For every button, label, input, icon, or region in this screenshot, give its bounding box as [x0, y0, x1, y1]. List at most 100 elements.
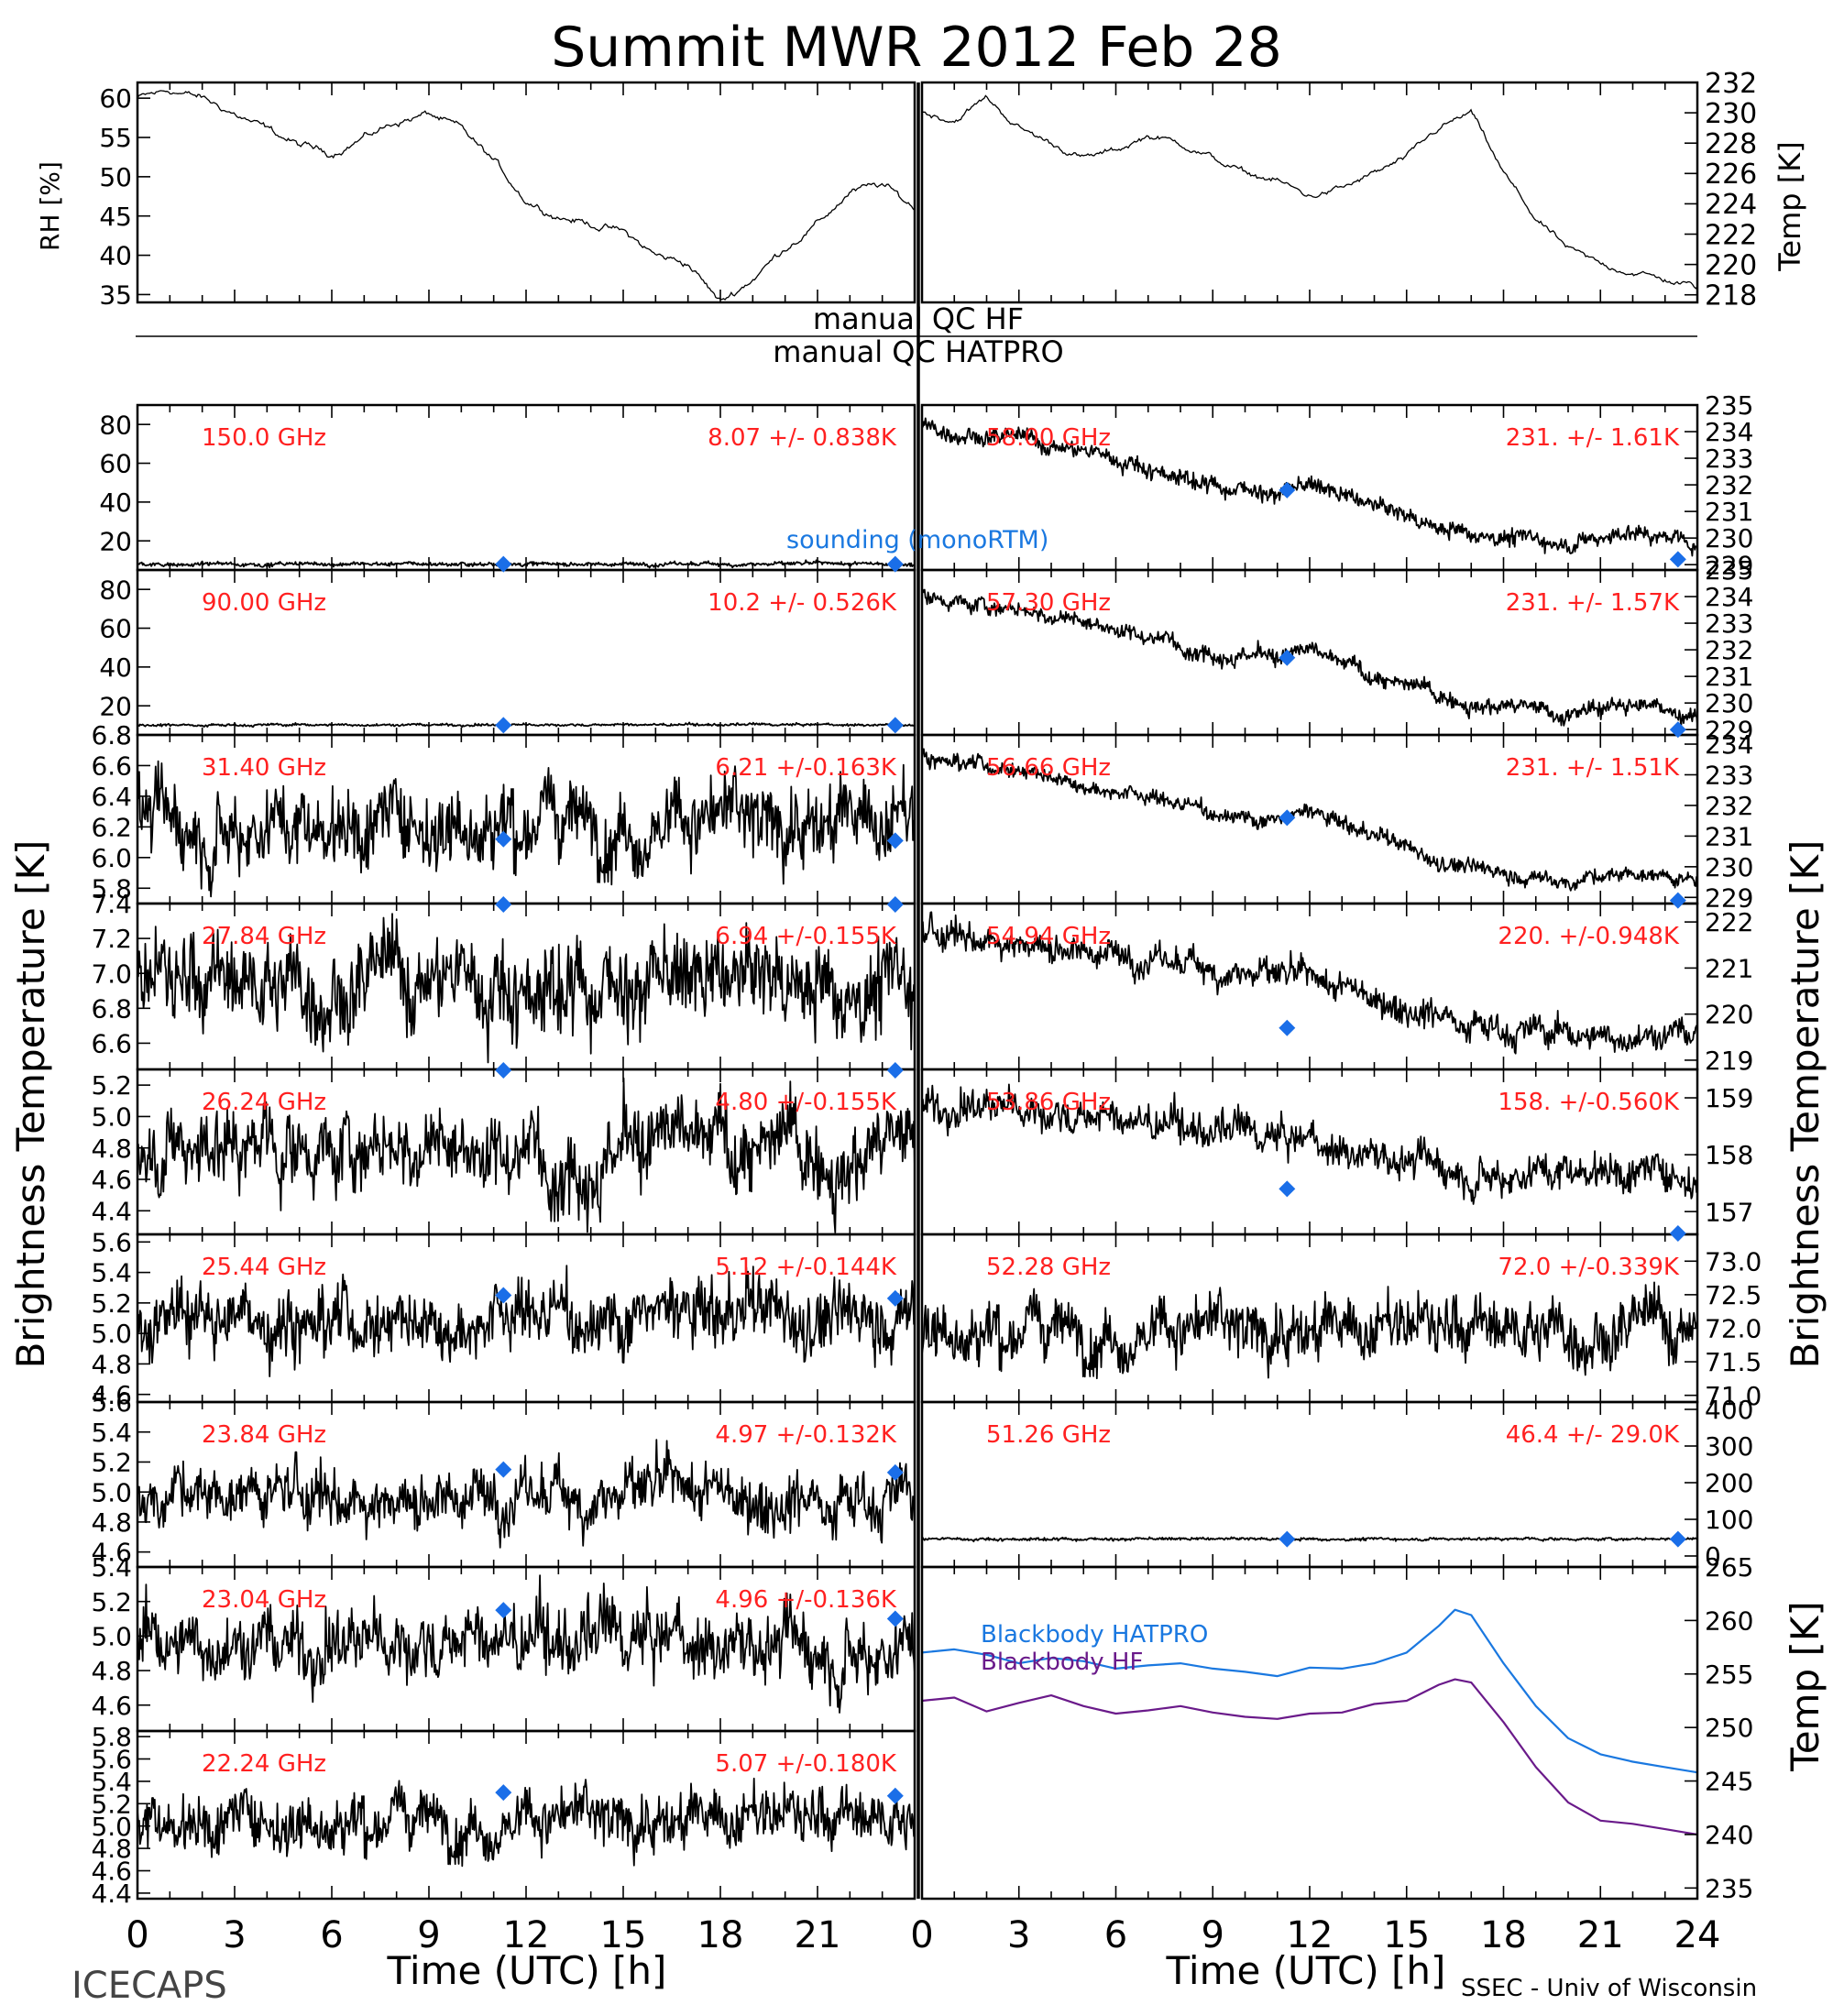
right-panel-4-ytick-label: 219 — [1705, 1046, 1753, 1076]
right-panel-7-trace — [921, 1536, 1698, 1543]
right-panel-3-sounding-marker — [1669, 892, 1686, 909]
left-panel-9-ytick-label: 4.8 — [91, 1834, 132, 1864]
sounding-markers — [495, 481, 1686, 1804]
rh-panel-ytick-label: 40 — [99, 241, 132, 271]
left-panel-6-ytick-label: 5.6 — [91, 1227, 132, 1257]
right-panel-1-ytick-label: 230 — [1705, 523, 1753, 553]
right-panel-3-ytick-label: 231 — [1705, 821, 1753, 851]
left-panel-6-ytick-label: 5.4 — [91, 1258, 132, 1288]
blackbody-panel-ytick-label: 265 — [1705, 1552, 1753, 1583]
right-panel-7-sounding-marker — [1669, 1530, 1686, 1548]
left-panel-5-stats-label: 4.80 +/-0.155K — [715, 1089, 897, 1116]
right-ylabel: Brightness Temperature [K] — [1783, 840, 1828, 1369]
temp-panel-ytick-label: 218 — [1705, 280, 1757, 312]
left-xtick-label: 21 — [795, 1914, 841, 1956]
right-panel-1-frequency-label: 58.00 GHz — [986, 424, 1111, 452]
left-panel-3-sounding-marker — [886, 832, 904, 849]
left-panel-9-ytick-label: 5.2 — [91, 1789, 132, 1819]
right-panel-4-stats-label: 220. +/-0.948K — [1498, 923, 1680, 950]
right-panel-1-sounding-marker — [1279, 481, 1296, 499]
right-panel-5-trace — [921, 1083, 1698, 1205]
right-panel-7-stats-label: 46.4 +/- 29.0K — [1506, 1421, 1680, 1449]
blackbody-panel-ytick-label: 240 — [1705, 1820, 1753, 1850]
left-panel-3-trace — [137, 760, 916, 898]
right-panel-5-ytick-label: 159 — [1705, 1083, 1753, 1113]
right-panel-2-sounding-marker — [1279, 649, 1296, 666]
right-xtick-label: 3 — [1007, 1914, 1030, 1956]
left-panel-9-sounding-marker — [495, 1784, 512, 1802]
left-panel-4-ytick-label: 7.4 — [91, 889, 132, 919]
rh-panel-ytick-label: 60 — [99, 83, 132, 114]
blackbody-panel-ytick-label: 235 — [1705, 1873, 1753, 1903]
left-panel-6-trace — [137, 1265, 916, 1377]
left-xtick-label: 0 — [126, 1914, 148, 1956]
blackbody-hatpro-line — [921, 1608, 1698, 1774]
left-panel-7-ytick-label: 5.0 — [91, 1477, 132, 1507]
left-panel-9-ytick-label: 4.6 — [91, 1857, 132, 1887]
left-panel-3-stats-label: 6.21 +/-0.163K — [715, 754, 897, 782]
left-panel-4-sounding-marker — [495, 896, 512, 913]
left-panel-2-ytick-label: 80 — [99, 575, 132, 605]
bb-hatpro-label: Blackbody HATPRO — [981, 1621, 1208, 1649]
left-panel-1-ytick-label: 20 — [99, 526, 132, 556]
figure-title: Summit MWR 2012 Feb 28 — [551, 16, 1282, 80]
left-panel-8-trace — [137, 1574, 916, 1714]
footer-left: ICECAPS — [71, 1965, 227, 2007]
left-panel-8-ytick-label: 4.8 — [91, 1656, 132, 1686]
left-panel-3-ytick-label: 6.4 — [91, 782, 132, 812]
left-panel-9-trace — [137, 1777, 916, 1868]
left-panel-5-sounding-marker — [495, 1062, 512, 1079]
left-panel-7-ytick-label: 5.6 — [91, 1387, 132, 1418]
right-panel-2-stats-label: 231. +/- 1.57K — [1506, 589, 1680, 617]
left-panel-9-sounding-marker — [886, 1787, 904, 1804]
right-panel-1-ytick-label: 234 — [1705, 417, 1753, 447]
left-xtick-label: 12 — [503, 1914, 550, 1956]
right-panel-7-ytick-label: 0 — [1705, 1541, 1721, 1572]
left-panel-3-ytick-label: 6.2 — [91, 812, 132, 842]
left-panel-1-sounding-marker — [886, 555, 904, 573]
right-panel-7-ytick-label: 400 — [1705, 1395, 1753, 1425]
left-xtick-label: 9 — [417, 1914, 440, 1956]
left-panel-1-ytick-label: 80 — [99, 410, 132, 440]
right-panel-7-frequency-label: 51.26 GHz — [986, 1421, 1111, 1449]
right-panel-6-stats-label: 72.0 +/-0.339K — [1498, 1254, 1680, 1281]
blackbody-panel-ytick-label: 260 — [1705, 1605, 1753, 1636]
panel-labels: 150.0 GHz 8.07 +/- 0.838K 90.00 GHz 10.2 +/… — [202, 424, 1680, 1778]
left-panel-4-stats-label: 6.94 +/-0.155K — [715, 923, 897, 950]
left-panel-8-frequency-label: 23.04 GHz — [202, 1586, 326, 1614]
left-panel-7-sounding-marker — [886, 1463, 904, 1481]
rh-ylabel: RH [%] — [35, 161, 65, 251]
right-panel-3-sounding-marker — [1279, 809, 1296, 827]
left-panel-5-ytick-label: 4.6 — [91, 1165, 132, 1195]
right-xtick-label: 12 — [1287, 1914, 1334, 1956]
temp-panel-ytick-label: 230 — [1705, 98, 1757, 130]
right-panel-1-ytick-label: 233 — [1705, 444, 1753, 474]
left-panel-1-ytick-label: 40 — [99, 488, 132, 518]
rh-panel-ytick-label: 50 — [99, 162, 132, 192]
right-panel-2-trace — [921, 588, 1698, 728]
left-panel-7-stats-label: 4.97 +/-0.132K — [715, 1421, 897, 1449]
left-panel-5-frequency-label: 26.24 GHz — [202, 1089, 326, 1116]
left-panel-9-ytick-label: 5.0 — [91, 1812, 132, 1842]
left-panel-3-ytick-label: 6.6 — [91, 751, 132, 782]
left-panel-4-frequency-label: 27.84 GHz — [202, 923, 326, 950]
left-panel-4-ytick-label: 7.2 — [91, 924, 132, 954]
left-panel-2-ytick-label: 60 — [99, 614, 132, 644]
right-panel-5-ytick-label: 157 — [1705, 1197, 1753, 1227]
left-panel-2-sounding-marker — [886, 717, 904, 734]
right-xtick-label: 0 — [910, 1914, 933, 1956]
right-panel-2-ytick-label: 235 — [1705, 555, 1753, 586]
x-title-left: Time (UTC) [h] — [387, 1948, 667, 1993]
rh-panel-ytick-label: 45 — [99, 202, 132, 232]
right-panel-7-sounding-marker — [1279, 1530, 1296, 1548]
left-panel-5-ytick-label: 5.2 — [91, 1070, 132, 1101]
right-panel-3-trace — [921, 748, 1698, 892]
right-panel-5-sounding-marker — [1279, 1180, 1296, 1198]
right-panel-6-ytick-label: 71.5 — [1705, 1347, 1762, 1377]
left-panel-8-ytick-label: 5.4 — [91, 1552, 132, 1583]
right-panel-5-sounding-marker — [1669, 1225, 1686, 1242]
left-panel-6-ytick-label: 5.0 — [91, 1319, 132, 1349]
left-panel-6-ytick-label: 4.8 — [91, 1349, 132, 1379]
left-panel-7-ytick-label: 5.4 — [91, 1418, 132, 1448]
right-panel-4-frequency-label: 54.94 GHz — [986, 923, 1111, 950]
